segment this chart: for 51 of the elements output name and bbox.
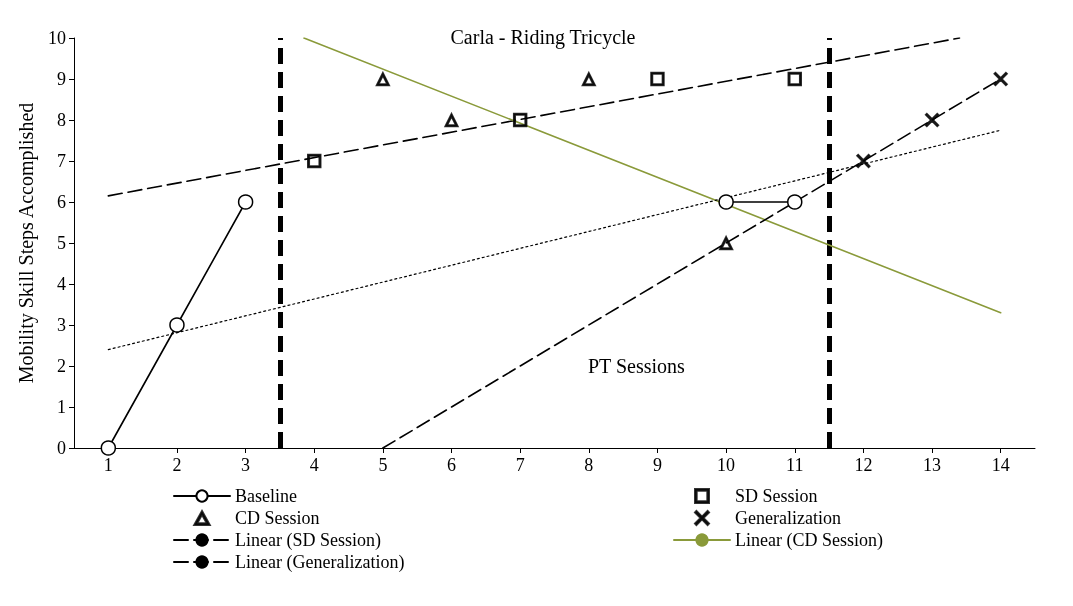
x-tick-label: 1 <box>103 455 113 475</box>
point <box>650 71 665 87</box>
point <box>169 317 185 333</box>
point <box>307 153 322 169</box>
point <box>444 112 459 128</box>
legend-label: SD Session <box>735 486 818 506</box>
x-tick-label: 10 <box>717 455 736 475</box>
legend-label: Linear (CD Session) <box>735 530 883 551</box>
y-tick-label: 7 <box>57 151 66 171</box>
point <box>924 112 940 128</box>
x-tick-label: 13 <box>923 455 942 475</box>
y-axis-title: Mobility Skill Steps Accomplished <box>15 102 38 384</box>
point <box>375 71 391 87</box>
y-tick-label: 0 <box>57 438 66 458</box>
legend-label: Linear (SD Session) <box>235 530 381 551</box>
y-tick-label: 4 <box>57 274 66 294</box>
x-tick-label: 14 <box>991 455 1010 475</box>
point <box>787 71 802 87</box>
point <box>993 71 1008 87</box>
point <box>787 194 803 210</box>
annotation: PT Sessions <box>588 355 686 377</box>
point <box>718 194 734 210</box>
chart-title: Carla - Riding Tricycle <box>450 26 636 49</box>
y-tick-label: 8 <box>57 110 66 130</box>
x-tick-label: 6 <box>447 455 457 475</box>
y-tick-label: 2 <box>57 356 66 376</box>
x-tick-label: 8 <box>584 455 594 475</box>
legend-label: Linear (Generalization) <box>235 552 405 573</box>
y-tick-label: 9 <box>57 69 66 89</box>
point <box>581 71 597 87</box>
legend-label: Generalization <box>735 508 841 528</box>
y-tick-label: 10 <box>48 28 66 48</box>
x-tick-label: 5 <box>378 455 388 475</box>
x-tick-label: 12 <box>854 455 873 475</box>
point <box>718 235 734 251</box>
x-tick-label: 4 <box>309 455 319 475</box>
y-tick-label: 1 <box>57 397 66 417</box>
point <box>237 194 254 210</box>
point <box>512 112 528 128</box>
legend-label: CD Session <box>235 508 320 528</box>
y-tick-label: 5 <box>57 233 66 253</box>
point <box>100 440 117 456</box>
x-tick-label: 7 <box>515 455 525 475</box>
legend-label: Baseline <box>235 486 297 506</box>
y-tick-label: 6 <box>57 192 66 212</box>
x-tick-label: 3 <box>241 455 251 475</box>
x-tick-label: 11 <box>786 455 804 475</box>
point <box>856 153 871 169</box>
x-tick-label: 2 <box>172 455 182 475</box>
x-tick-label: 9 <box>652 455 662 475</box>
y-tick-label: 3 <box>57 315 66 335</box>
